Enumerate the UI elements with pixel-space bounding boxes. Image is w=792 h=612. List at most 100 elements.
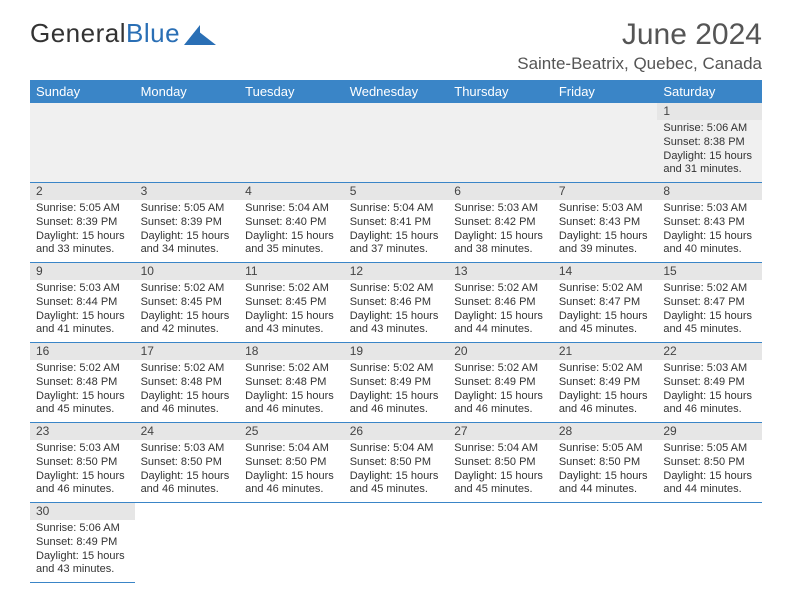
day-details: Sunrise: 5:03 AMSunset: 8:50 PMDaylight:… [36,442,129,497]
calendar-cell: 12 Sunrise: 5:02 AMSunset: 8:46 PMDayligh… [344,263,449,343]
day-number: 26 [344,423,449,440]
day-details: Sunrise: 5:05 AMSunset: 8:50 PMDaylight:… [559,442,652,497]
day-details: Sunrise: 5:02 AMSunset: 8:48 PMDaylight:… [141,362,234,417]
calendar-cell-empty [135,503,240,583]
day-details: Sunrise: 5:02 AMSunset: 8:45 PMDaylight:… [245,282,338,337]
day-number: 4 [239,183,344,200]
day-details: Sunrise: 5:03 AMSunset: 8:49 PMDaylight:… [663,362,756,417]
day-number: 16 [30,343,135,360]
day-details: Sunrise: 5:05 AMSunset: 8:39 PMDaylight:… [36,202,129,257]
calendar-cell: 11 Sunrise: 5:02 AMSunset: 8:45 PMDayligh… [239,263,344,343]
day-number: 18 [239,343,344,360]
day-details: Sunrise: 5:02 AMSunset: 8:49 PMDaylight:… [350,362,443,417]
calendar-cell: 10 Sunrise: 5:02 AMSunset: 8:45 PMDayligh… [135,263,240,343]
weekday-header: Friday [553,80,658,103]
day-details: Sunrise: 5:03 AMSunset: 8:50 PMDaylight:… [141,442,234,497]
calendar-table: SundayMondayTuesdayWednesdayThursdayFrid… [30,80,762,583]
day-number: 14 [553,263,658,280]
calendar-cell-empty [239,103,344,183]
weekday-header: Thursday [448,80,553,103]
day-number: 13 [448,263,553,280]
calendar-cell: 3Sunrise: 5:05 AMSunset: 8:39 PMDaylight… [135,183,240,263]
day-number: 27 [448,423,553,440]
calendar-cell: 16 Sunrise: 5:02 AMSunset: 8:48 PMDayligh… [30,343,135,423]
day-details: Sunrise: 5:03 AMSunset: 8:44 PMDaylight:… [36,282,129,337]
calendar-cell: 15Sunrise: 5:02 AMSunset: 8:47 PMDayligh… [657,263,762,343]
day-details: Sunrise: 5:04 AMSunset: 8:40 PMDaylight:… [245,202,338,257]
day-number: 24 [135,423,240,440]
top-bar: GeneralBlue June 2024 Sainte-Beatrix, Qu… [30,18,762,74]
day-number: 9 [30,263,135,280]
calendar-cell: 26Sunrise: 5:04 AMSunset: 8:50 PMDayligh… [344,423,449,503]
calendar-cell: 22 Sunrise: 5:03 AMSunset: 8:49 PMDayligh… [657,343,762,423]
calendar-cell: 8Sunrise: 5:03 AMSunset: 8:43 PMDaylight… [657,183,762,263]
calendar-cell: 30 Sunrise: 5:06 AMSunset: 8:49 PMDayligh… [30,503,135,583]
day-details: Sunrise: 5:02 AMSunset: 8:48 PMDaylight:… [36,362,129,417]
day-number: 23 [30,423,135,440]
calendar-cell: 23 Sunrise: 5:03 AMSunset: 8:50 PMDayligh… [30,423,135,503]
day-details: Sunrise: 5:05 AMSunset: 8:50 PMDaylight:… [663,442,756,497]
location-subtitle: Sainte-Beatrix, Quebec, Canada [517,54,762,74]
weekday-header: Monday [135,80,240,103]
day-number: 30 [30,503,135,520]
calendar-cell: 19 Sunrise: 5:02 AMSunset: 8:49 PMDayligh… [344,343,449,423]
day-number: 28 [553,423,658,440]
day-details: Sunrise: 5:03 AMSunset: 8:43 PMDaylight:… [559,202,652,257]
day-number: 20 [448,343,553,360]
calendar-cell: 29Sunrise: 5:05 AMSunset: 8:50 PMDayligh… [657,423,762,503]
calendar-cell: 28 Sunrise: 5:05 AMSunset: 8:50 PMDayligh… [553,423,658,503]
day-number: 1 [657,103,762,120]
calendar-header: SundayMondayTuesdayWednesdayThursdayFrid… [30,80,762,103]
day-details: Sunrise: 5:04 AMSunset: 8:50 PMDaylight:… [245,442,338,497]
calendar-cell: 21 Sunrise: 5:02 AMSunset: 8:49 PMDayligh… [553,343,658,423]
calendar-cell: 7Sunrise: 5:03 AMSunset: 8:43 PMDaylight… [553,183,658,263]
calendar-cell-empty [344,503,449,583]
day-details: Sunrise: 5:02 AMSunset: 8:49 PMDaylight:… [559,362,652,417]
day-number: 22 [657,343,762,360]
day-details: Sunrise: 5:06 AMSunset: 8:49 PMDaylight:… [36,522,129,577]
month-title: June 2024 [517,18,762,52]
day-number: 15 [657,263,762,280]
day-number: 11 [239,263,344,280]
calendar-cell: 13 Sunrise: 5:02 AMSunset: 8:46 PMDayligh… [448,263,553,343]
calendar-cell: 24 Sunrise: 5:03 AMSunset: 8:50 PMDayligh… [135,423,240,503]
calendar-cell-empty [553,503,658,583]
calendar-row: 23 Sunrise: 5:03 AMSunset: 8:50 PMDayligh… [30,423,762,503]
day-details: Sunrise: 5:02 AMSunset: 8:47 PMDaylight:… [559,282,652,337]
calendar-cell: 5Sunrise: 5:04 AMSunset: 8:41 PMDaylight… [344,183,449,263]
calendar-cell: 4 Sunrise: 5:04 AMSunset: 8:40 PMDaylight… [239,183,344,263]
calendar-cell-empty [30,103,135,183]
day-number: 17 [135,343,240,360]
weekday-header: Saturday [657,80,762,103]
day-details: Sunrise: 5:02 AMSunset: 8:45 PMDaylight:… [141,282,234,337]
day-details: Sunrise: 5:04 AMSunset: 8:50 PMDaylight:… [454,442,547,497]
weekday-header: Tuesday [239,80,344,103]
day-number: 2 [30,183,135,200]
calendar-cell-empty [553,103,658,183]
calendar-cell: 18 Sunrise: 5:02 AMSunset: 8:48 PMDayligh… [239,343,344,423]
day-details: Sunrise: 5:02 AMSunset: 8:46 PMDaylight:… [454,282,547,337]
calendar-row: 9 Sunrise: 5:03 AMSunset: 8:44 PMDaylight… [30,263,762,343]
day-number: 21 [553,343,658,360]
day-number: 25 [239,423,344,440]
brand-sail-icon [184,23,218,45]
day-number: 6 [448,183,553,200]
calendar-cell-empty [239,503,344,583]
calendar-page: GeneralBlue June 2024 Sainte-Beatrix, Qu… [0,0,792,583]
day-number: 10 [135,263,240,280]
calendar-cell: 2 Sunrise: 5:05 AMSunset: 8:39 PMDaylight… [30,183,135,263]
weekday-header: Wednesday [344,80,449,103]
day-details: Sunrise: 5:03 AMSunset: 8:42 PMDaylight:… [454,202,547,257]
day-details: Sunrise: 5:06 AMSunset: 8:38 PMDaylight:… [663,122,756,177]
calendar-cell-empty [657,503,762,583]
calendar-cell: 27 Sunrise: 5:04 AMSunset: 8:50 PMDayligh… [448,423,553,503]
calendar-cell: 6 Sunrise: 5:03 AMSunset: 8:42 PMDaylight… [448,183,553,263]
day-number: 8 [657,183,762,200]
day-number: 19 [344,343,449,360]
day-details: Sunrise: 5:02 AMSunset: 8:49 PMDaylight:… [454,362,547,417]
day-number: 5 [344,183,449,200]
brand-logo: GeneralBlue [30,18,218,49]
day-number: 12 [344,263,449,280]
day-details: Sunrise: 5:02 AMSunset: 8:46 PMDaylight:… [350,282,443,337]
day-details: Sunrise: 5:02 AMSunset: 8:48 PMDaylight:… [245,362,338,417]
